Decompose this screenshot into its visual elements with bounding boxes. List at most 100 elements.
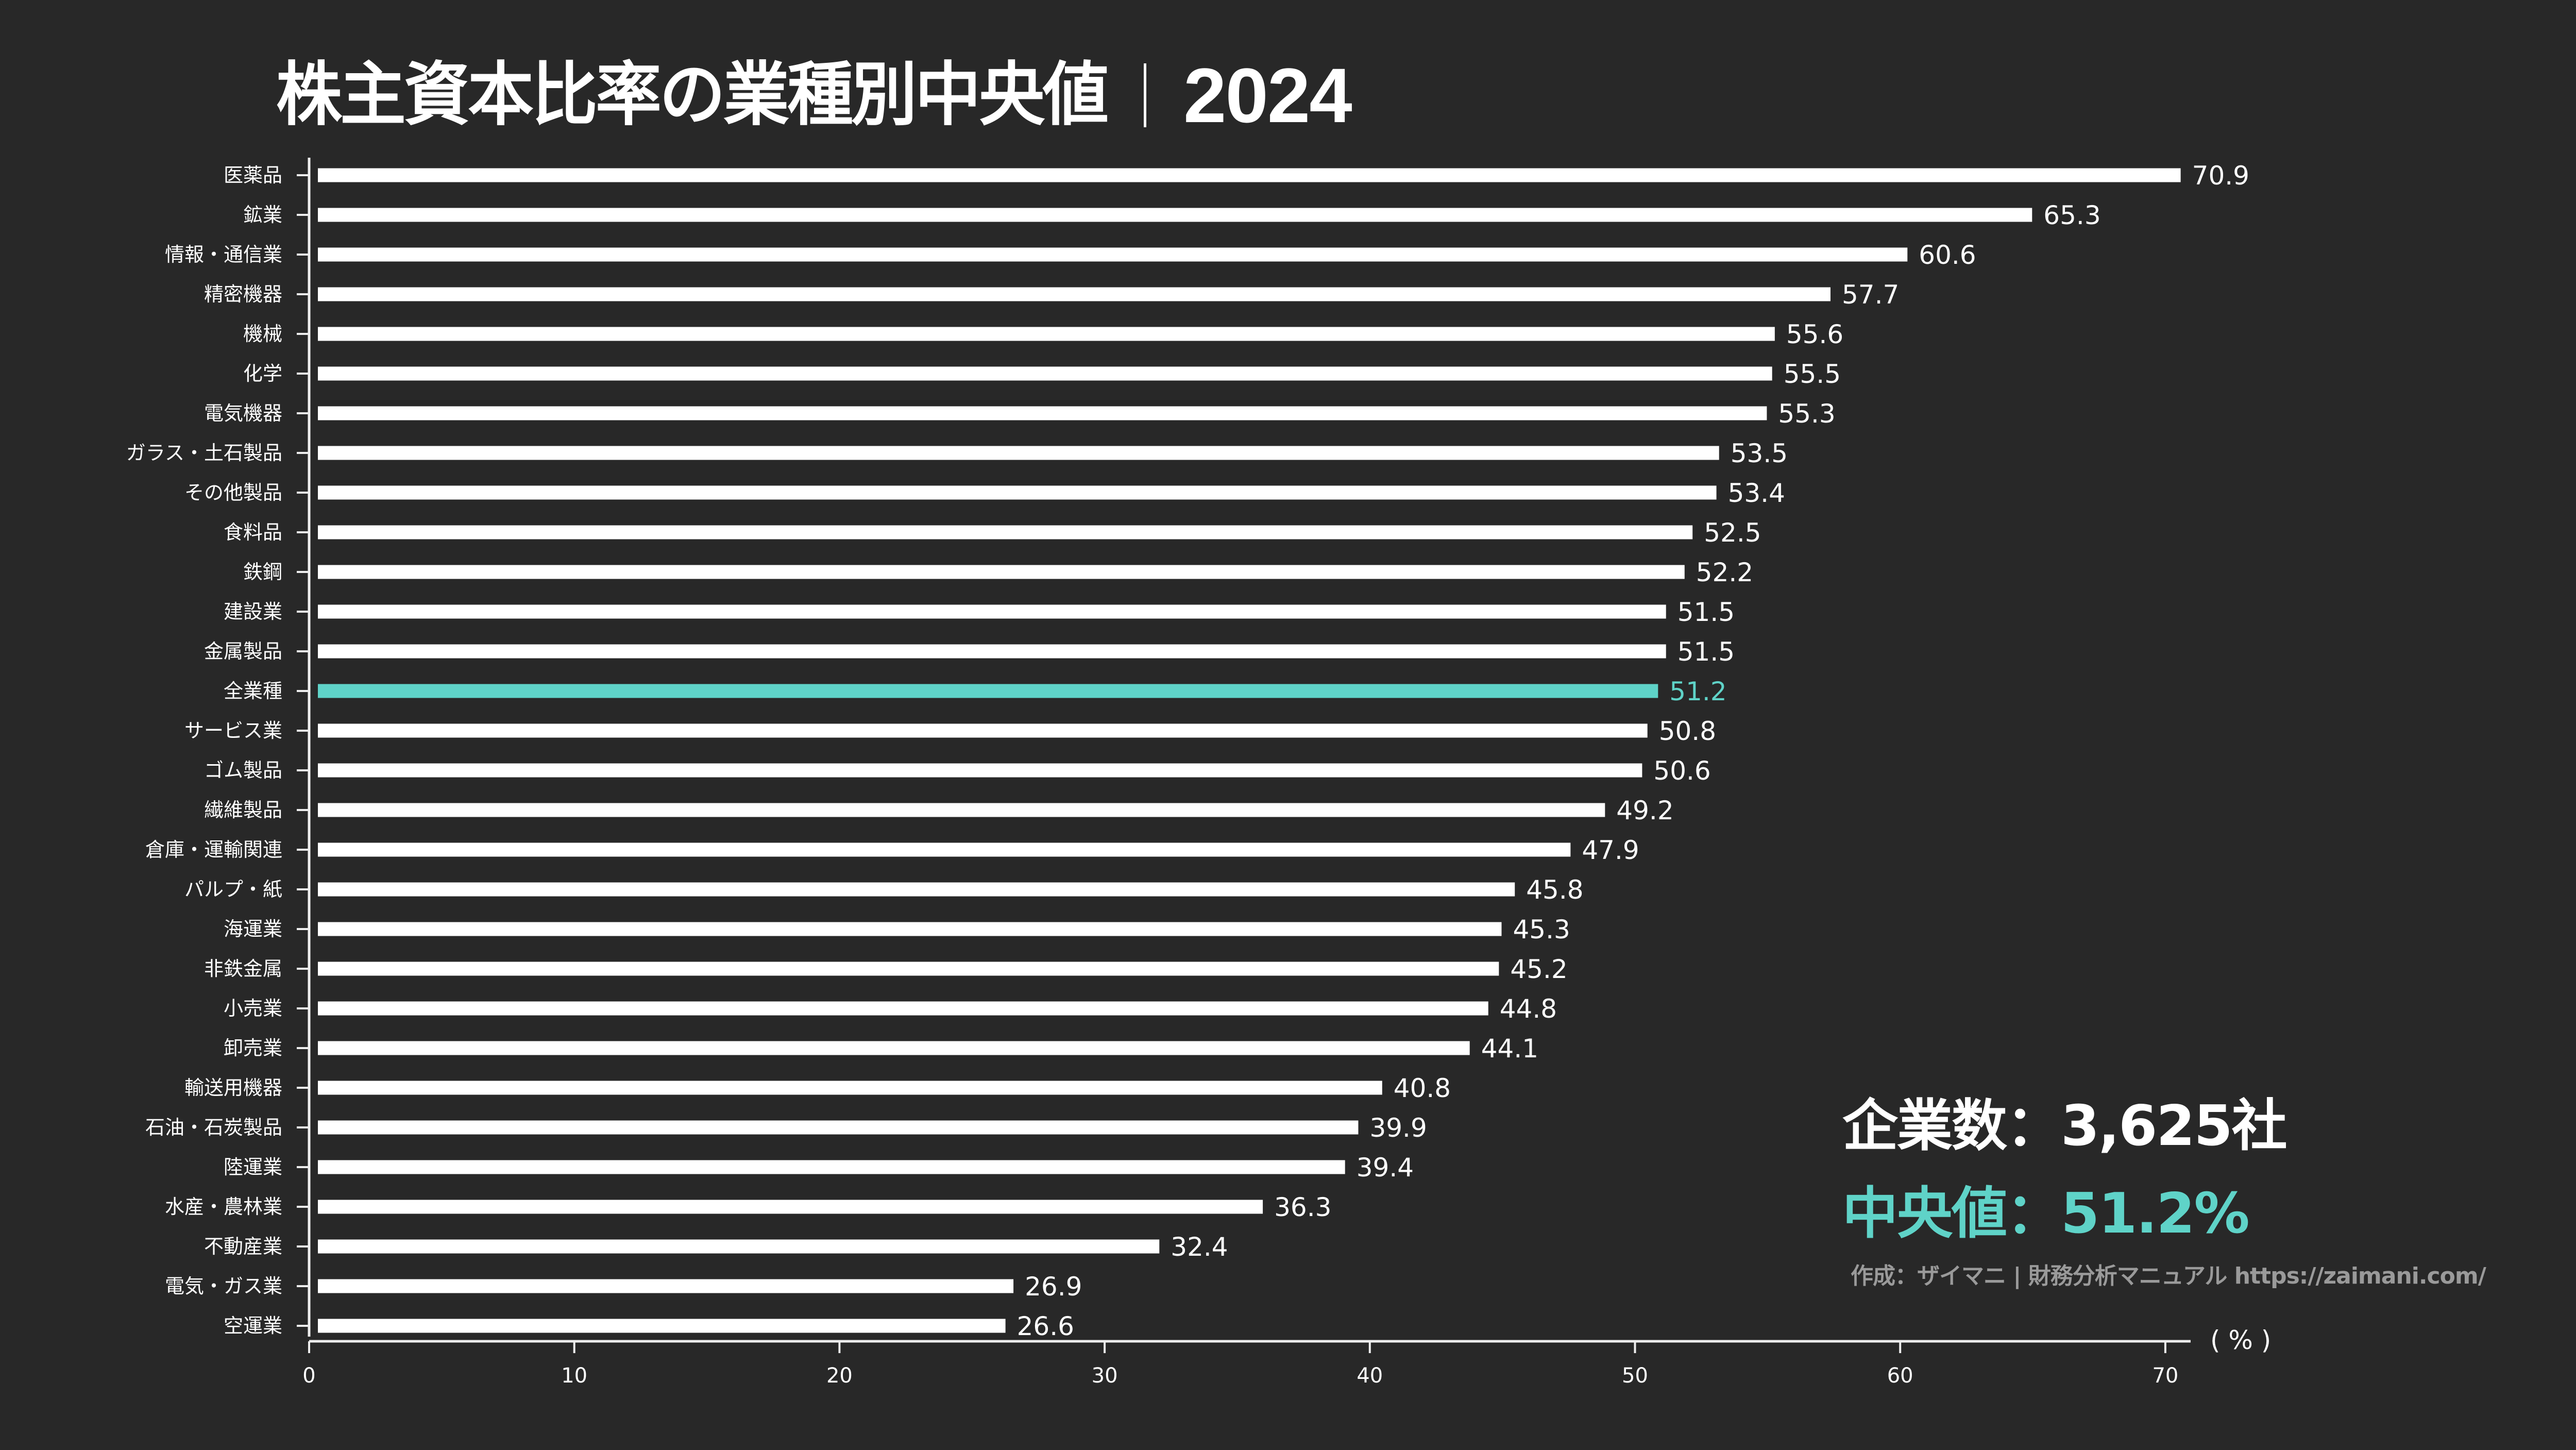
x-axis: 0 10 20 30 40 50 60 70 [302,1340,2191,1388]
category-label: ゴム製品 [204,759,282,782]
bar [318,287,1831,301]
category-label: 陸運業 [224,1156,282,1178]
x-tick-label: 0 [302,1364,315,1388]
category-label: その他製品 [184,481,282,504]
value-label: 57.7 [1842,280,1899,310]
value-label: 52.2 [1696,558,1753,587]
category-label: サービス業 [184,719,282,742]
bar [318,1279,1014,1293]
category-label: 化学 [243,362,282,385]
value-label: 45.3 [1513,915,1570,945]
category-label: 不動産業 [204,1235,282,1258]
bar [318,604,1666,619]
value-label: 36.3 [1274,1192,1331,1222]
bar [318,406,1767,420]
value-label: 39.4 [1357,1153,1414,1183]
value-label: 60.6 [1919,240,1976,270]
category-label: 機械 [243,323,282,345]
bar [318,723,1648,738]
bar [318,208,2032,222]
category-label: 医薬品 [224,164,282,187]
category-label: 精密機器 [204,283,282,306]
value-label: 39.9 [1369,1113,1427,1143]
value-label: 50.8 [1659,716,1716,746]
bar [318,882,1515,897]
value-label: 53.4 [1728,478,1785,508]
chart-title: 株主資本比率の業種別中央値 2024 [276,52,1352,139]
category-label: 石油・石炭製品 [145,1116,282,1139]
category-label: 繊維製品 [204,799,282,821]
y-axis: 医薬品鉱業情報・通信業精密機器機械化学電気機器ガラス・土石製品その他製品食料品鉄… [126,158,311,1337]
bar [318,1001,1488,1016]
value-label: 55.5 [1784,359,1841,389]
x-tick-label: 70 [2152,1364,2178,1388]
category-label: パルプ・紙 [184,878,282,901]
category-label: 倉庫・運輸関連 [145,838,282,861]
value-label: 44.8 [1500,994,1557,1024]
bar [318,1319,1006,1333]
value-label: 45.2 [1510,954,1567,984]
bar [318,922,1502,936]
bars-group: 70.9 65.3 60.6 57.7 55.6 55.5 55.3 53.5 53.4 52.5… [318,161,2249,1341]
category-label: 鉄鋼 [243,561,282,583]
category-label: 非鉄金属 [204,957,282,980]
bar [318,565,1685,579]
bar [318,842,1571,857]
title-main-text: 株主資本比率の業種別中央値 [276,55,1109,136]
bar [318,1160,1345,1174]
category-label: ガラス・土石製品 [126,442,282,464]
bar [318,168,2181,182]
category-label: 電気機器 [204,402,282,425]
category-label: 卸売業 [224,1037,282,1059]
value-label: 52.5 [1704,518,1761,548]
bar-highlight [318,684,1658,698]
bar [318,446,1719,460]
category-label: 建設業 [224,600,282,623]
category-label: 金属製品 [204,640,282,663]
value-label: 49.2 [1616,796,1673,825]
x-tick-label: 60 [1887,1364,1913,1388]
bar [318,1081,1382,1095]
category-label: 鉱業 [243,204,282,226]
bar [318,803,1605,817]
bar [318,247,1908,262]
bar [318,485,1717,500]
bar [318,763,1642,778]
value-label: 26.9 [1025,1272,1082,1302]
value-label: 44.1 [1481,1034,1538,1064]
credit-text: 作成：ザイマニ | 財務分析マニュアル https://zaimani.com/ [1851,1263,2486,1289]
x-tick-label: 40 [1357,1364,1383,1388]
bar [318,1120,1359,1135]
category-label: 情報・通信業 [165,243,282,266]
value-label: 47.9 [1582,835,1639,865]
x-tick-label: 20 [826,1364,853,1388]
x-axis-unit-label: ( % ) [2210,1325,2271,1355]
bar [318,962,1499,976]
value-label: 32.4 [1171,1232,1228,1262]
value-label: 55.6 [1786,319,1843,349]
title-separator [1144,63,1147,127]
value-label: 45.8 [1526,875,1583,905]
bar [318,327,1775,341]
value-label: 40.8 [1394,1073,1451,1103]
company-count: 企業数：3,625社 [1842,1094,2287,1158]
value-label: 50.6 [1653,756,1710,786]
category-label: 空運業 [224,1314,282,1337]
value-label: 65.3 [2043,200,2100,230]
x-tick-label: 10 [561,1364,587,1388]
category-label: 海運業 [224,918,282,940]
bar [318,1239,1160,1254]
median-value: 中央値：51.2% [1842,1182,2250,1246]
value-label: 51.5 [1677,637,1735,667]
category-label: 輸送用機器 [184,1076,282,1099]
value-label: 51.2 [1669,677,1726,706]
category-label: 全業種 [224,680,282,702]
category-label: 小売業 [224,997,282,1020]
x-tick-label: 50 [1622,1364,1648,1388]
category-label: 電気・ガス業 [165,1275,282,1297]
bar [318,366,1772,381]
bar [318,644,1666,659]
value-label: 26.6 [1017,1311,1074,1341]
x-tick-label: 30 [1092,1364,1118,1388]
